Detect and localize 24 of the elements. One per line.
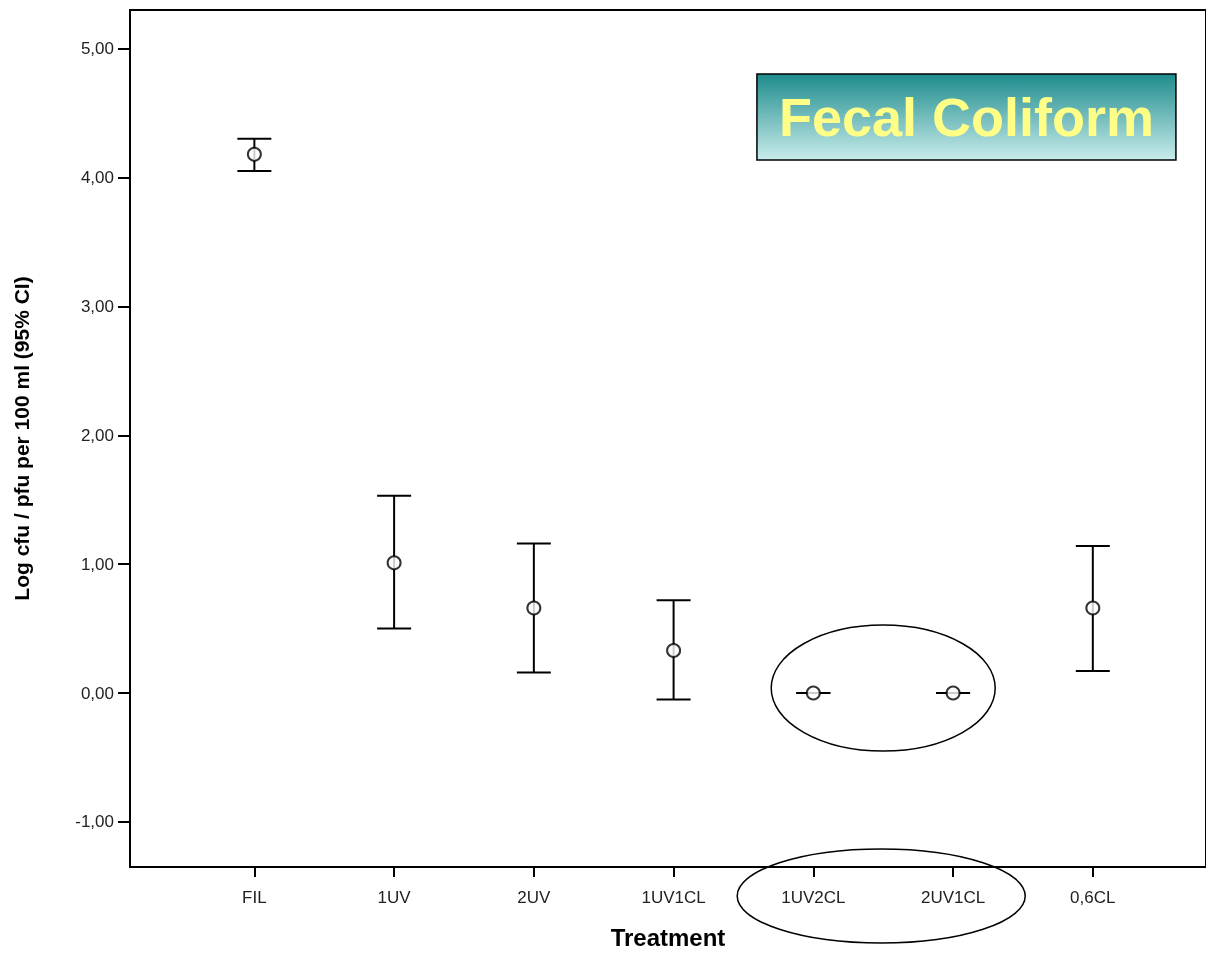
y-tick-label: 5,00 — [80, 39, 114, 59]
point — [805, 685, 821, 701]
point — [246, 146, 262, 162]
y-tick-label: 2,00 — [80, 425, 114, 445]
x-tick-label: FIL — [242, 888, 267, 907]
point — [526, 600, 542, 616]
x-tick-label: 0,6CL — [1070, 888, 1116, 907]
x-tick-label: 2UV — [517, 888, 552, 907]
point — [1085, 600, 1101, 616]
y-tick-label: -1,00 — [75, 812, 114, 832]
y-tick-label: 3,00 — [80, 296, 114, 316]
y-tick-label: 1,00 — [80, 554, 114, 574]
y-tick-label: 4,00 — [80, 168, 114, 188]
y-tick-label: 0,00 — [80, 683, 114, 703]
x-tick-label: 2UV1CL — [920, 888, 986, 907]
x-tick-label: 1UV1CL — [641, 888, 706, 907]
point — [386, 555, 402, 571]
point — [666, 643, 682, 658]
text: Fecal Coliform — [778, 87, 1154, 147]
x-tick-label: 1UV — [377, 888, 412, 907]
x-axis-title: Treatment — [610, 923, 726, 951]
x-tick-label: 1UV2CL — [781, 888, 846, 907]
y-axis-title: Log cfu / pfu per 100 ml (95% CI) — [10, 276, 33, 601]
point — [945, 685, 961, 701]
